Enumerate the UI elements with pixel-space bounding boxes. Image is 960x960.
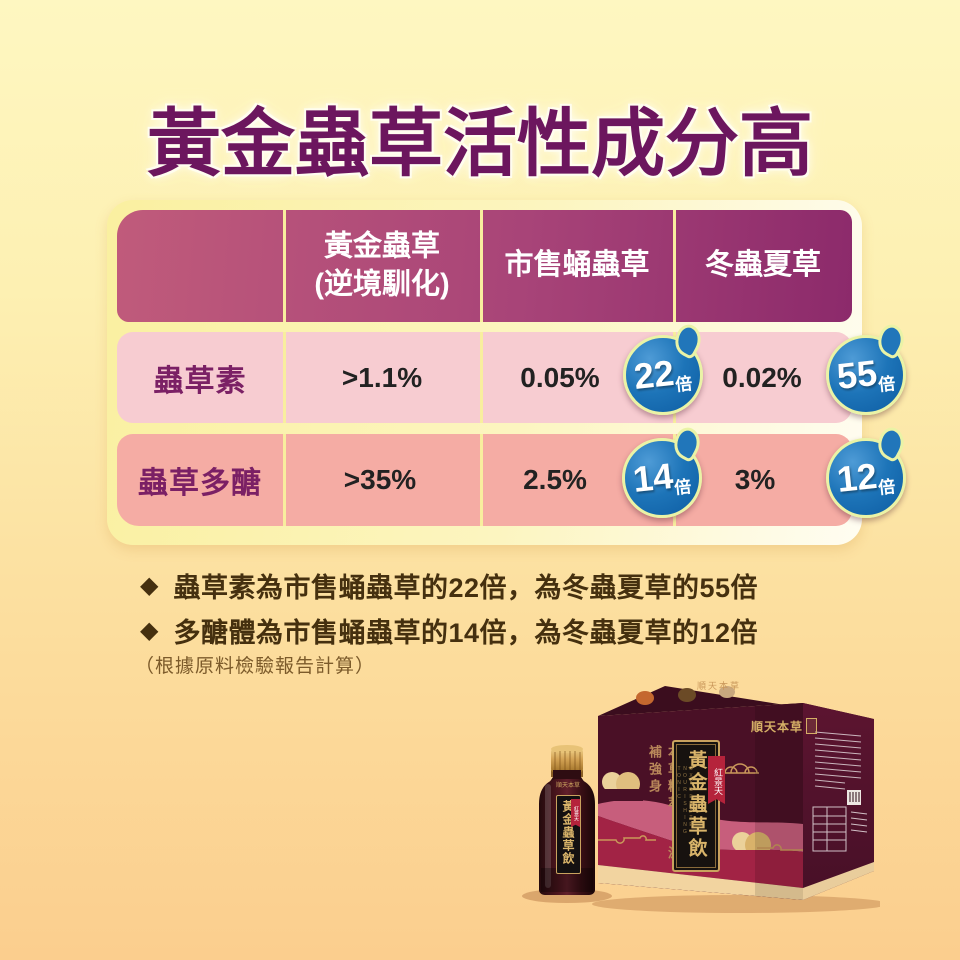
row-label: 蟲草素 xyxy=(153,365,247,398)
bottle-cap-top xyxy=(551,745,583,753)
swirl-motif xyxy=(757,844,803,851)
product-name: 黃金蟲草飲 xyxy=(685,750,707,860)
bullet-text: 蟲草素為市售蛹蟲草的22倍，為冬蟲夏草的55倍 xyxy=(173,573,759,603)
diamond-bullet-icon: ◆ xyxy=(140,572,159,599)
page-title: 黃金蟲草活性成分高 xyxy=(147,101,813,187)
box-english-subtitle: OXYGENATE NOURISHING TONIC xyxy=(676,766,694,836)
badge-unit: 倍 xyxy=(673,476,693,498)
diamond-bullet-icon: ◆ xyxy=(140,617,159,644)
badge-unit: 倍 xyxy=(674,373,694,395)
barcode-lines xyxy=(849,792,860,802)
ingredient-photo xyxy=(719,686,735,698)
cap-ribs xyxy=(554,751,581,772)
nutrition-table xyxy=(812,806,868,852)
value-wild: 3% xyxy=(734,464,776,495)
value-golden: >1.1% xyxy=(341,362,423,393)
table-row-polysaccharide: 蟲草多醣 >35% 2.5% 3% 14 倍 12 倍 xyxy=(117,423,910,526)
side-cream-band xyxy=(803,862,874,900)
column-divider xyxy=(480,210,483,322)
badge-number: 12 xyxy=(834,455,879,500)
row-label: 蟲草多醣 xyxy=(138,467,262,500)
bullet-text: 多醣體為市售蛹蟲草的14倍，為冬蟲夏草的12倍 xyxy=(173,618,759,648)
swirl-motif xyxy=(598,835,656,844)
table-row-cordycepin: 蟲草素 >1.1% 0.05% 0.02% 22 倍 55 倍 xyxy=(117,320,910,423)
comparison-table-card: 黃金蟲草 (逆境馴化) 市售蛹蟲草 冬蟲夏草 蟲草素 >1.1% 0.05% 0… xyxy=(107,200,910,545)
header-golden-cordyceps: 黃金蟲草 (逆境馴化) xyxy=(314,228,449,303)
multiplier-badge: 22 倍 xyxy=(623,320,707,415)
brand-seal-icon xyxy=(806,718,818,734)
cloud-motif xyxy=(723,763,759,774)
badge-number: 55 xyxy=(834,352,879,397)
badge-number: 14 xyxy=(630,455,675,500)
box-shadow xyxy=(592,895,880,913)
badge-tail xyxy=(872,320,910,361)
header-wild-cordyceps: 冬蟲夏草 xyxy=(704,249,822,282)
badge-tail xyxy=(668,423,706,464)
box-brand-logo: 順天本草 xyxy=(751,718,818,735)
value-wild: 0.02% xyxy=(722,362,802,393)
box-ribbon-tag: 紅景天 xyxy=(708,756,725,804)
badge-unit: 倍 xyxy=(877,476,897,498)
cream-band xyxy=(598,865,803,900)
badge-tail xyxy=(669,320,707,361)
column-divider xyxy=(480,434,483,526)
bullet-line: ◆ 多醣體為市售蛹蟲草的14倍，為冬蟲夏草的12倍 xyxy=(140,611,758,650)
column-divider xyxy=(283,332,286,423)
multiplier-badge: 55 倍 xyxy=(826,320,910,415)
hill-base xyxy=(599,789,643,801)
badge-number: 22 xyxy=(631,352,676,397)
badge-unit: 倍 xyxy=(877,373,897,395)
ingredient-photo xyxy=(636,691,654,705)
box-top-face xyxy=(598,686,874,719)
badge-tail xyxy=(872,423,910,464)
side-ingredient-text-lines xyxy=(814,731,862,790)
bottle-brand-text: 順天本草 xyxy=(555,783,580,789)
hill-base xyxy=(729,850,775,862)
box-top-brand-text: 順天本草 xyxy=(697,681,742,691)
value-golden: >35% xyxy=(343,464,417,495)
column-divider xyxy=(480,332,483,423)
column-divider xyxy=(673,210,676,322)
header-market-cordyceps: 市售蛹蟲草 xyxy=(504,249,650,282)
source-note: （根據原料檢驗報告計算） xyxy=(135,656,376,677)
bullet-line: ◆ 蟲草素為市售蛹蟲草的22倍，為冬蟲夏草的55倍 xyxy=(140,566,758,605)
multiplier-badge: 12 倍 xyxy=(826,423,910,518)
header-line: (逆境馴化) xyxy=(314,268,450,300)
value-market: 0.05% xyxy=(520,362,600,393)
front-edge-shading xyxy=(755,703,803,900)
column-divider xyxy=(283,434,286,526)
brand-name: 順天本草 xyxy=(751,720,804,734)
bottle-ribbon-tag: 紅景天 xyxy=(571,799,580,827)
ingredient-photo xyxy=(678,688,696,702)
table-header-row: 黃金蟲草 (逆境馴化) 市售蛹蟲草 冬蟲夏草 xyxy=(117,210,852,322)
bottle-highlight xyxy=(545,784,551,888)
header-line: 黃金蟲草 xyxy=(323,230,441,263)
column-divider xyxy=(283,210,286,322)
multiplier-badge: 14 倍 xyxy=(622,423,706,518)
value-market: 2.5% xyxy=(523,464,587,495)
